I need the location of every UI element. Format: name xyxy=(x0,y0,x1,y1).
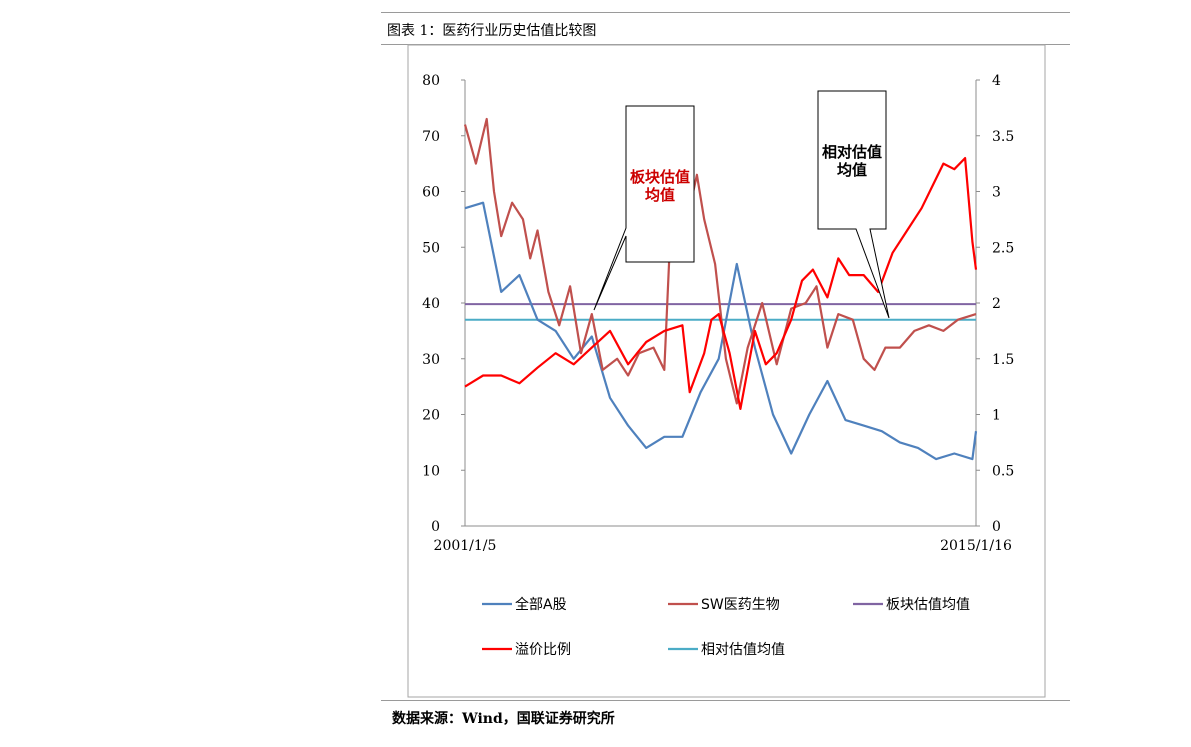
left-tick-label: 80 xyxy=(422,73,440,89)
legend-label: 相对估值均值 xyxy=(701,642,785,658)
legend-label: SW医药生物 xyxy=(701,597,780,613)
right-tick-label: 2 xyxy=(992,296,1001,312)
left-tick-label: 20 xyxy=(422,408,440,424)
right-tick-label: 3.5 xyxy=(992,129,1014,145)
left-tick-label: 50 xyxy=(422,240,440,256)
left-axis-ticks: 0 10 20 30 40 50 60 70 80 xyxy=(422,73,465,535)
left-tick-label: 60 xyxy=(422,185,440,201)
right-tick-label: 1.5 xyxy=(992,352,1014,368)
callout-relative-mean: 相对估值 均值 xyxy=(817,90,890,319)
right-tick-label: 3 xyxy=(992,185,1001,201)
left-tick-label: 70 xyxy=(422,129,440,145)
callout-sector-mean: 板块估值 均值 xyxy=(593,105,695,311)
callout-relative-mean-line2: 均值 xyxy=(837,161,867,179)
series-line-0 xyxy=(464,201,978,461)
legend-label: 溢价比例 xyxy=(515,642,571,658)
series-line-1 xyxy=(463,117,977,405)
callout-sector-mean-line1: 板块估值 xyxy=(630,168,690,186)
series-line-3 xyxy=(464,157,978,410)
left-tick-label: 0 xyxy=(431,519,440,535)
legend-label: 全部A股 xyxy=(515,596,567,613)
callout-sector-mean-line2: 均值 xyxy=(645,186,675,204)
figure-title: 图表 1：医药行业历史估值比较图 xyxy=(387,23,597,39)
right-axis-ticks: 0 0.5 1 1.5 2 2.5 3 3.5 4 xyxy=(976,73,1014,535)
right-tick-label: 0.5 xyxy=(992,463,1014,479)
left-tick-label: 40 xyxy=(422,296,440,312)
callout-relative-mean-line1: 相对估值 xyxy=(822,143,882,161)
left-tick-label: 10 xyxy=(422,463,440,479)
series-layer xyxy=(463,117,978,461)
right-tick-label: 4 xyxy=(992,73,1001,89)
chart-frame xyxy=(407,44,1046,698)
source-note: 数据来源：Wind，国联证券研究所 xyxy=(392,711,615,727)
bottom-rule xyxy=(381,700,1070,701)
left-tick-label: 30 xyxy=(422,352,440,368)
right-tick-label: 1 xyxy=(992,408,1001,424)
right-tick-label: 0 xyxy=(992,519,1001,535)
right-tick-label: 2.5 xyxy=(992,240,1014,256)
x-tick-label-start: 2001/1/5 xyxy=(434,538,497,554)
x-tick-label-end: 2015/1/16 xyxy=(940,538,1012,554)
top-rule xyxy=(381,12,1070,13)
legend-label: 板块估值均值 xyxy=(886,597,970,613)
